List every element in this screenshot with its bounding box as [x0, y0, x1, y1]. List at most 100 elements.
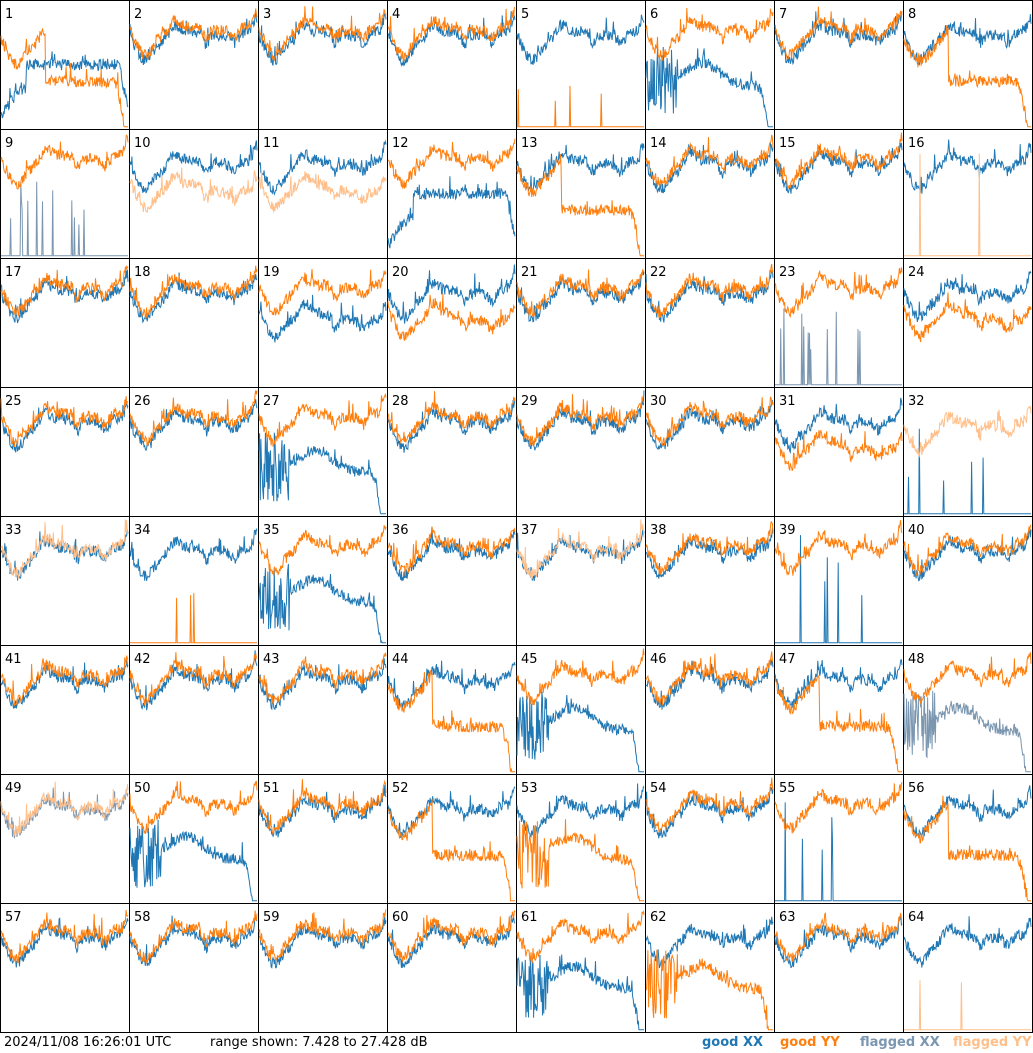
series-good-yy	[0, 28, 128, 128]
panel-frame	[129, 129, 259, 259]
panel-label: 35	[263, 523, 280, 538]
panel: 64	[903, 903, 1033, 1033]
panel: 54	[645, 774, 775, 904]
panel: 49	[0, 774, 130, 904]
panel: 61	[516, 903, 646, 1033]
series-good-xx	[645, 269, 774, 323]
series-good-yy	[516, 154, 644, 257]
panel-label: 32	[908, 394, 925, 409]
panel-frame	[903, 774, 1033, 904]
panel-label: 37	[521, 523, 538, 538]
panel: 9	[0, 129, 130, 259]
panel: 8	[903, 0, 1033, 130]
panel: 14	[645, 129, 775, 259]
panel-frame	[0, 516, 130, 646]
panel-frame	[387, 903, 517, 1033]
series-good-xx	[258, 563, 386, 644]
series-good-yy	[903, 524, 1032, 577]
series-good-xx	[645, 142, 774, 194]
series-good-xx	[387, 264, 516, 324]
panel: 41	[0, 645, 130, 775]
panel: 34	[129, 516, 259, 646]
series-good-yy	[516, 268, 645, 318]
panel-label: 57	[5, 910, 22, 925]
series-good-xx	[0, 917, 129, 968]
panel-frame	[258, 645, 388, 775]
panel-frame	[258, 129, 388, 259]
series-good-yy	[645, 949, 773, 1031]
series-good-xx	[774, 659, 903, 708]
series-good-xx	[645, 916, 774, 969]
series-good-yy	[516, 819, 644, 902]
panel: 44	[387, 645, 517, 775]
series-good-yy	[0, 655, 129, 707]
series-good-xx	[903, 785, 1032, 838]
series-good-yy	[387, 910, 516, 962]
panel-label: 22	[650, 265, 667, 280]
panel-label: 20	[392, 265, 409, 280]
series-good-xx	[129, 140, 258, 194]
series-flagged-yy	[129, 167, 258, 214]
panel-label: 13	[521, 136, 538, 151]
series-good-xx	[903, 139, 1032, 194]
series-good-yy	[645, 396, 774, 447]
series-good-yy	[129, 8, 258, 60]
series-good-yy	[387, 138, 516, 189]
panel-label: 44	[392, 652, 409, 667]
panel: 48	[903, 645, 1033, 775]
series-good-yy	[516, 910, 645, 964]
legend-flagged-yy: flagged YY	[953, 1035, 1032, 1050]
panel: 27	[258, 387, 388, 517]
series-good-xx	[903, 270, 1032, 322]
panel-label: 56	[908, 781, 925, 796]
panel: 26	[129, 387, 259, 517]
panel: 42	[129, 645, 259, 775]
panel-label: 29	[521, 394, 538, 409]
panel-frame	[645, 516, 775, 646]
series-good-xx	[258, 294, 387, 343]
series-good-yy	[258, 269, 387, 317]
series-good-xx	[258, 785, 387, 838]
panel: 1	[0, 0, 130, 130]
panel-label: 61	[521, 910, 538, 925]
series-good-yy	[0, 396, 129, 447]
series-good-yy	[387, 6, 516, 62]
panel-frame	[774, 0, 904, 130]
panel-label: 8	[908, 7, 916, 22]
panel-label: 40	[908, 523, 925, 538]
panel-frame	[645, 129, 775, 259]
panel-frame	[0, 645, 130, 775]
panel: 57	[0, 903, 130, 1033]
panel-label: 1	[5, 7, 13, 22]
panel-label: 27	[263, 394, 280, 409]
panel-frame	[774, 774, 904, 904]
panel-label: 47	[779, 652, 796, 667]
legend-flagged-xx: flagged XX	[860, 1035, 940, 1050]
panel-frame	[258, 258, 388, 388]
panel-label: 64	[908, 910, 925, 925]
series-flagged-yy	[904, 153, 1031, 257]
panel-frame	[516, 387, 646, 517]
series-good-xx	[775, 535, 902, 644]
panel-label: 54	[650, 781, 667, 796]
series-good-xx	[129, 527, 258, 581]
series-good-yy	[645, 7, 774, 61]
panel-frame	[903, 129, 1033, 259]
series-good-xx	[258, 139, 387, 196]
series-good-yy	[774, 782, 903, 834]
series-flagged-xx	[1, 181, 128, 257]
panel: 60	[387, 903, 517, 1033]
series-good-yy	[0, 909, 129, 964]
panel-label: 50	[134, 781, 151, 796]
series-good-yy	[774, 267, 903, 318]
series-good-xx	[0, 657, 129, 709]
series-flagged-yy	[903, 405, 1032, 459]
series-good-xx	[516, 270, 645, 323]
series-good-yy	[129, 910, 258, 964]
panel-label: 59	[263, 910, 280, 925]
panel: 30	[645, 387, 775, 517]
panel: 46	[645, 645, 775, 775]
panel: 33	[0, 516, 130, 646]
series-flagged-yy	[0, 781, 129, 837]
panel: 38	[645, 516, 775, 646]
